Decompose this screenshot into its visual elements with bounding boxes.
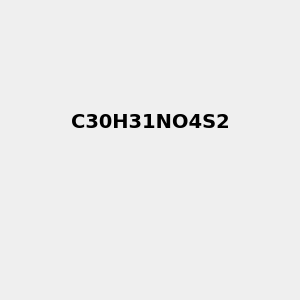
Text: C30H31NO4S2: C30H31NO4S2: [70, 113, 230, 133]
